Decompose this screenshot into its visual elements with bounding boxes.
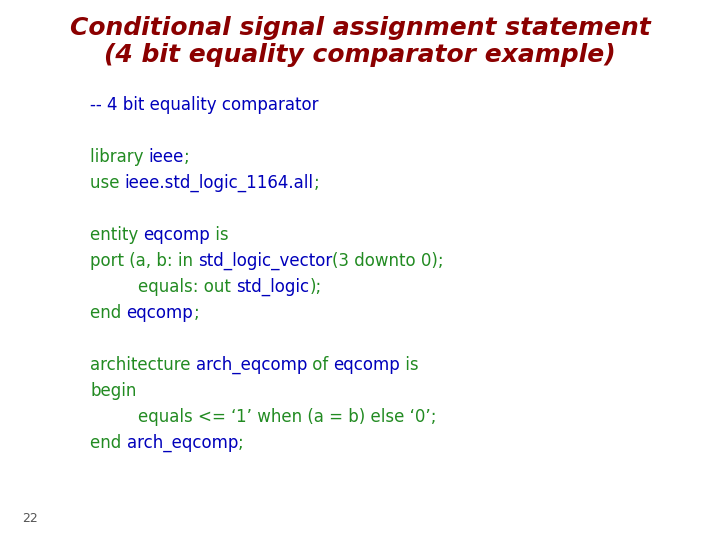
Text: ;: ; bbox=[238, 434, 243, 452]
Text: use: use bbox=[90, 174, 125, 192]
Text: eqcomp: eqcomp bbox=[127, 304, 193, 322]
Text: );: ); bbox=[310, 278, 322, 296]
Text: arch_eqcomp: arch_eqcomp bbox=[127, 434, 238, 453]
Text: architecture: architecture bbox=[90, 356, 196, 374]
Text: std_logic_vector: std_logic_vector bbox=[198, 252, 333, 270]
Text: equals <= ‘: equals <= ‘ bbox=[138, 408, 236, 426]
Text: -- 4 bit equality comparator: -- 4 bit equality comparator bbox=[90, 96, 318, 114]
Text: is: is bbox=[210, 226, 229, 244]
Text: ;: ; bbox=[184, 148, 190, 166]
Text: ;: ; bbox=[193, 304, 199, 322]
Text: 1’ when (a = b) else ‘0’;: 1’ when (a = b) else ‘0’; bbox=[236, 408, 437, 426]
Text: entity: entity bbox=[90, 226, 143, 244]
Text: of: of bbox=[307, 356, 333, 374]
Text: 22: 22 bbox=[22, 512, 37, 525]
Text: (3 downto 0);: (3 downto 0); bbox=[333, 252, 444, 270]
Text: Conditional signal assignment statement: Conditional signal assignment statement bbox=[70, 16, 650, 40]
Text: begin: begin bbox=[90, 382, 136, 400]
Text: ieee.std_logic_1164.all: ieee.std_logic_1164.all bbox=[125, 174, 314, 192]
Text: arch_eqcomp: arch_eqcomp bbox=[196, 356, 307, 374]
Text: std_logic: std_logic bbox=[236, 278, 310, 296]
Text: port (a, b: in: port (a, b: in bbox=[90, 252, 198, 270]
Text: end: end bbox=[90, 434, 127, 452]
Text: is: is bbox=[400, 356, 419, 374]
Text: library: library bbox=[90, 148, 149, 166]
Text: eqcomp: eqcomp bbox=[143, 226, 210, 244]
Text: end: end bbox=[90, 304, 127, 322]
Text: (4 bit equality comparator example): (4 bit equality comparator example) bbox=[104, 43, 616, 67]
Text: eqcomp: eqcomp bbox=[333, 356, 400, 374]
Text: equals: out: equals: out bbox=[138, 278, 236, 296]
Text: ieee: ieee bbox=[149, 148, 184, 166]
Text: ;: ; bbox=[314, 174, 320, 192]
